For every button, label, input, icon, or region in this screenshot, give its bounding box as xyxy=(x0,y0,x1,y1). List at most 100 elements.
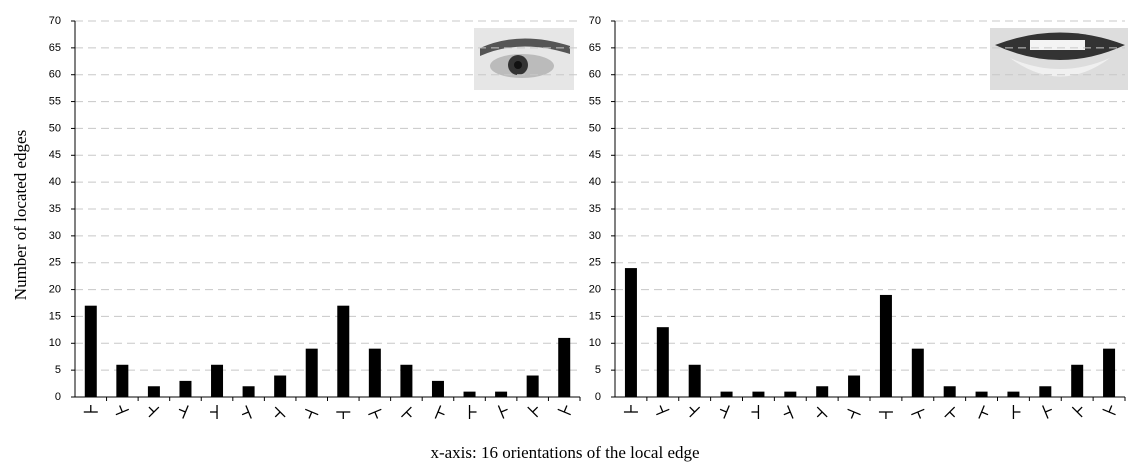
y-tick-label: 0 xyxy=(595,391,601,403)
orientation-glyph xyxy=(1103,403,1119,415)
orientation-glyph xyxy=(979,406,991,422)
bar xyxy=(784,392,796,397)
bar xyxy=(527,376,539,397)
glyph-stroke xyxy=(149,407,154,412)
bar xyxy=(816,386,828,397)
figure: Number of located edges x-axis: 16 orien… xyxy=(0,0,1129,465)
bar xyxy=(179,381,191,397)
orientation-glyph xyxy=(654,403,670,415)
glyph-stroke xyxy=(817,412,822,417)
glyph-stroke xyxy=(309,412,312,418)
bar xyxy=(274,376,286,397)
orientation-glyph xyxy=(435,406,447,422)
orientation-glyph xyxy=(528,402,543,417)
bar xyxy=(148,386,160,397)
orientation-glyph xyxy=(624,405,638,412)
bar xyxy=(211,365,223,397)
orientation-glyph xyxy=(1072,402,1087,417)
glyph-stroke xyxy=(660,406,663,412)
y-tick-label: 25 xyxy=(49,257,61,269)
orientation-glyph xyxy=(368,409,384,421)
y-tick-label: 20 xyxy=(49,283,61,295)
glyph-stroke xyxy=(1045,409,1051,412)
orientation-glyph xyxy=(812,407,827,422)
orientation-glyph xyxy=(144,402,159,417)
bar xyxy=(689,365,701,397)
y-tick-label: 65 xyxy=(49,42,61,54)
orientation-glyph xyxy=(176,403,188,419)
y-tick-label: 30 xyxy=(589,230,601,242)
glyph-stroke xyxy=(784,412,790,415)
bar xyxy=(848,376,860,397)
y-tick-label: 5 xyxy=(55,364,61,376)
y-axis-label: Number of located edges xyxy=(11,130,30,300)
orientation-glyph xyxy=(717,403,729,419)
glyph-stroke xyxy=(501,409,507,412)
glyph-stroke xyxy=(533,407,538,412)
y-tick-label: 45 xyxy=(589,149,601,161)
orientation-glyph xyxy=(879,412,893,419)
x-axis-label: x-axis: 16 orientations of the local edg… xyxy=(430,443,699,462)
y-tick-label: 65 xyxy=(589,42,601,54)
y-tick-label: 50 xyxy=(589,122,601,134)
bar xyxy=(243,386,255,397)
orientation-glyph xyxy=(401,407,416,422)
glyph-stroke xyxy=(179,409,185,412)
y-tick-label: 10 xyxy=(589,337,601,349)
y-tick-label: 30 xyxy=(49,230,61,242)
orientation-glyph xyxy=(470,405,477,419)
orientation-glyph xyxy=(685,402,700,417)
orientation-glyph xyxy=(113,403,129,415)
bar xyxy=(625,268,637,397)
bar xyxy=(1007,392,1019,397)
glyph-stroke xyxy=(950,412,955,417)
bar xyxy=(558,338,570,397)
y-tick-label: 15 xyxy=(49,310,61,322)
orientation-glyph xyxy=(498,403,510,419)
y-tick-label: 70 xyxy=(49,15,61,27)
orientation-glyph xyxy=(911,409,927,421)
bar xyxy=(306,349,318,397)
bar xyxy=(944,386,956,397)
orientation-glyph xyxy=(239,406,251,422)
glyph-stroke xyxy=(690,407,695,412)
orientation-glyph xyxy=(336,412,350,419)
bar xyxy=(116,365,128,397)
orientation-glyph xyxy=(210,405,217,419)
bar xyxy=(464,392,476,397)
y-tick-label: 60 xyxy=(589,69,601,81)
glyph-stroke xyxy=(564,406,567,412)
orientation-glyph xyxy=(845,409,861,421)
orientation-glyph xyxy=(781,406,793,422)
bar xyxy=(495,392,507,397)
bar xyxy=(432,381,444,397)
glyph-stroke xyxy=(406,412,411,417)
bar xyxy=(912,349,924,397)
bar xyxy=(880,295,892,397)
bar xyxy=(721,392,733,397)
bar xyxy=(657,327,669,397)
orientation-glyph xyxy=(303,409,319,421)
y-tick-label: 55 xyxy=(589,95,601,107)
mouth-image xyxy=(990,28,1128,90)
y-tick-label: 60 xyxy=(49,69,61,81)
glyph-stroke xyxy=(275,412,280,417)
bar xyxy=(369,349,381,397)
orientation-glyph xyxy=(84,405,98,412)
bar xyxy=(337,306,349,397)
glyph-stroke xyxy=(242,412,248,415)
glyph-stroke xyxy=(918,412,921,418)
bar xyxy=(400,365,412,397)
bar xyxy=(1039,386,1051,397)
orientation-glyph xyxy=(945,407,960,422)
y-tick-label: 10 xyxy=(49,337,61,349)
glyph-stroke xyxy=(1077,407,1082,412)
y-tick-label: 35 xyxy=(49,203,61,215)
bar xyxy=(1103,349,1115,397)
glyph-stroke xyxy=(851,412,854,418)
y-tick-label: 70 xyxy=(589,15,601,27)
glyph-stroke xyxy=(375,412,378,418)
bar xyxy=(976,392,988,397)
bar xyxy=(752,392,764,397)
glyph-stroke xyxy=(720,409,726,412)
